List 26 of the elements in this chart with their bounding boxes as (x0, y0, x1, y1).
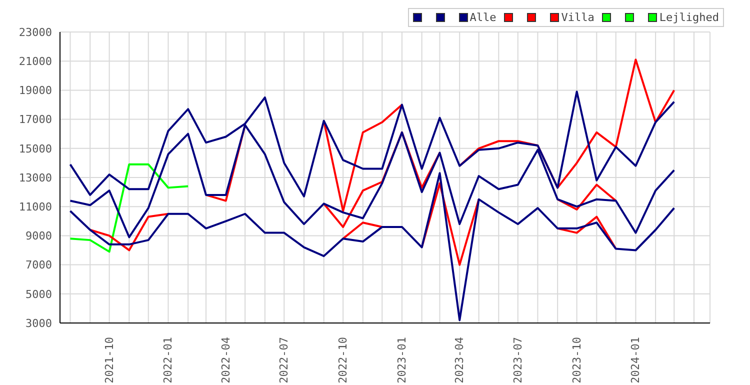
x-tick-label: 2022-07 (278, 337, 291, 384)
x-tick-label: 2023-04 (453, 336, 466, 384)
x-tick-label: 2022-10 (336, 337, 350, 384)
legend-label: Alle (470, 11, 496, 24)
line-series (69, 172, 676, 322)
y-tick-label: 9000 (26, 230, 52, 243)
legend-label: Lejlighed (659, 11, 719, 24)
y-tick-label: 11000 (18, 200, 52, 214)
legend-label: Villa (561, 11, 594, 24)
x-tick-label: 2021-10 (102, 337, 116, 384)
y-tick-label: 3000 (26, 316, 52, 330)
x-tick-label: 2023-10 (570, 337, 584, 384)
line-series (69, 163, 190, 253)
y-tick-label: 23000 (18, 26, 52, 39)
y-tick-label: 5000 (26, 288, 52, 301)
x-tick-label: 2022-01 (162, 337, 175, 384)
y-tick-label: 7000 (26, 258, 52, 272)
y-tick-label: 21000 (18, 55, 52, 68)
x-tick-label: 2023-01 (395, 337, 408, 384)
y-tick-label: 19000 (18, 84, 52, 98)
x-tick-label: 2022-04 (219, 336, 232, 384)
x-tick-label: 2024-01 (629, 337, 642, 384)
x-tick-label: 2023-07 (511, 337, 524, 384)
y-tick-label: 17000 (18, 113, 52, 126)
y-tick-label: 13000 (18, 171, 52, 184)
y-tick-label: 15000 (18, 142, 52, 156)
